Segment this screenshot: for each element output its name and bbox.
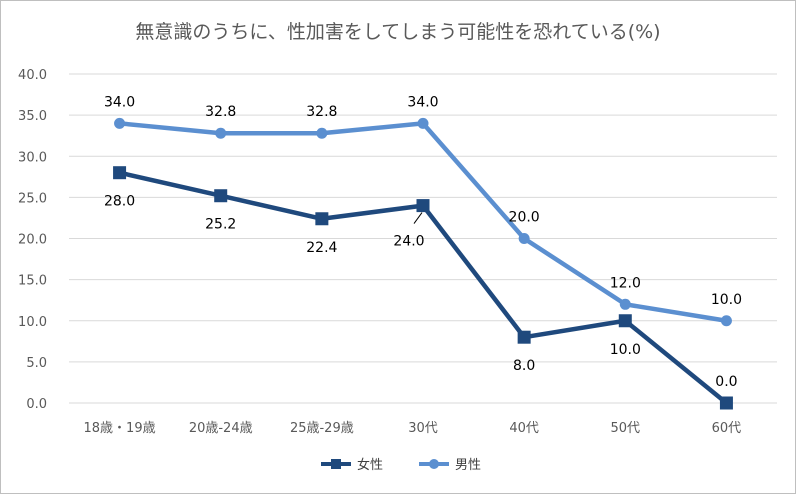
data-label: 10.0 [711,292,742,308]
legend-label: 男性 [455,458,481,473]
data-point-marker [114,117,126,129]
x-tick-label: 60代 [712,421,742,436]
data-point-marker [416,199,430,213]
data-label: 32.8 [205,104,236,120]
x-tick-label: 25歳-29歳 [290,421,354,436]
legend-marker [429,459,439,469]
data-point-marker [720,315,732,327]
data-label: 28.0 [104,194,135,210]
x-tick-label: 50代 [611,421,641,436]
y-tick-label: 0.0 [26,397,47,412]
x-tick-label: 20歳-24歳 [189,421,253,436]
y-tick-label: 10.0 [18,315,47,330]
chart-title: 無意識のうちに、性加害をしてしまう可能性を恐れている(%) [135,21,661,43]
data-label: 12.0 [610,275,641,291]
x-tick-label: 18歳・19歳 [84,421,156,436]
data-label: 10.0 [610,342,641,358]
y-tick-label: 5.0 [26,356,47,371]
data-label: 20.0 [509,210,540,226]
data-label: 34.0 [104,94,135,110]
y-tick-label: 15.0 [18,274,47,289]
legend-marker [331,459,341,469]
data-point-marker [113,166,127,180]
y-tick-label: 20.0 [18,233,47,248]
y-tick-label: 25.0 [18,191,47,206]
data-point-marker [417,117,429,129]
data-label: 32.8 [306,104,337,120]
data-label: 22.4 [306,240,337,256]
data-point-marker [619,298,631,310]
data-point-marker [316,127,328,139]
y-tick-label: 35.0 [18,109,47,124]
x-tick-label: 40代 [509,421,539,436]
data-point-marker [214,189,228,203]
data-label: 0.0 [715,374,737,390]
data-point-marker [215,127,227,139]
data-label: 8.0 [513,358,535,374]
data-point-marker [618,314,632,328]
legend-label: 女性 [357,457,383,473]
data-label: 25.2 [205,217,236,233]
data-label: 34.0 [407,94,438,110]
data-point-marker [518,233,530,244]
data-label: 24.0 [393,234,424,250]
data-label-leader [413,212,423,224]
data-point-marker [315,212,329,226]
data-point-marker [719,396,733,410]
y-tick-label: 30.0 [18,150,47,165]
y-tick-label: 40.0 [18,68,47,83]
x-tick-label: 30代 [408,421,438,436]
data-point-marker [517,330,531,344]
